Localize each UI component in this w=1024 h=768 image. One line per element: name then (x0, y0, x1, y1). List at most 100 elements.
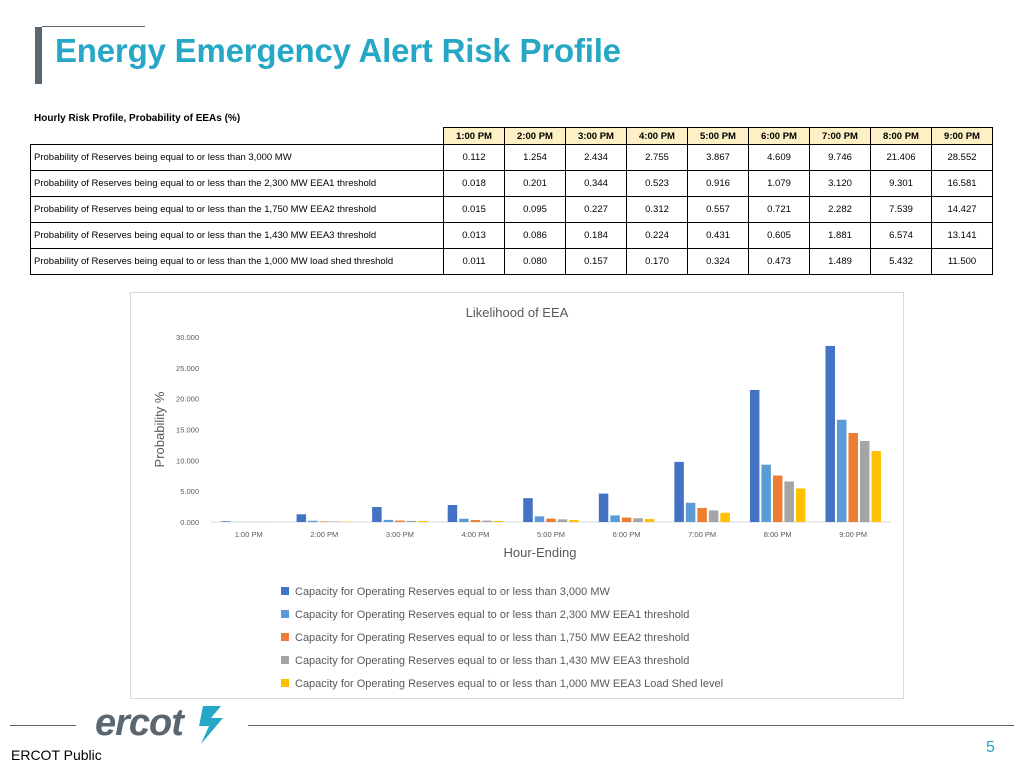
y-axis-label: Probability % (152, 391, 167, 467)
x-tick-label: 2:00 PM (310, 530, 338, 539)
footer-rule-left (10, 725, 76, 726)
table-cell: 0.157 (565, 248, 627, 275)
bar-series-2 (836, 419, 847, 522)
table-header-row: 1:00 PM 2:00 PM 3:00 PM 4:00 PM 5:00 PM … (31, 127, 993, 145)
legend-label: Capacity for Operating Reserves equal to… (295, 655, 689, 667)
table-cell: 3.120 (809, 170, 871, 197)
bar-series-4 (482, 520, 492, 522)
bar-series-1 (523, 498, 533, 522)
bar-series-5 (871, 451, 881, 522)
table-cell: 0.557 (687, 196, 749, 223)
table-cell: 6.574 (870, 222, 932, 249)
legend-label: Capacity for Operating Reserves equal to… (295, 609, 689, 621)
legend-swatch (281, 679, 289, 687)
bar-series-3 (395, 520, 405, 522)
bar-series-3 (621, 517, 632, 522)
y-tick-label: 5.000 (180, 487, 199, 496)
table-cell: 13.141 (931, 222, 993, 249)
table-cell: 0.018 (443, 170, 505, 197)
bar-series-1 (749, 389, 760, 522)
table-cell: 1.881 (809, 222, 871, 249)
title-accent-bar (35, 27, 42, 84)
legend-swatch (281, 656, 289, 664)
y-tick-label: 15.000 (176, 426, 199, 435)
logo-wordmark: ercot (95, 702, 185, 744)
x-axis-label: Hour-Ending (504, 545, 577, 560)
chart-svg: Likelihood of EEA 0.000 5.000 10.000 15.000 2… (152, 305, 891, 690)
table-cell: 9.301 (870, 170, 932, 197)
title-top-rule (42, 26, 145, 27)
table-cell: 0.224 (626, 222, 688, 249)
legend-label: Capacity for Operating Reserves equal to… (295, 586, 610, 598)
chart-title: Likelihood of EEA (466, 305, 569, 320)
table-corner-cell (31, 128, 444, 145)
table-cell: 28.552 (931, 144, 993, 171)
legend-swatch (281, 610, 289, 618)
table-cell: 0.086 (504, 222, 566, 249)
table-cell: 16.581 (931, 170, 993, 197)
table-cell: 0.523 (626, 170, 688, 197)
table-cell: 0.015 (443, 196, 505, 223)
bar-series-5 (493, 520, 504, 522)
bar-series-2 (534, 516, 545, 522)
table-cell: 2.755 (626, 144, 688, 171)
column-header: 9:00 PM (931, 127, 993, 145)
table-cell: 0.095 (504, 196, 566, 223)
bar-series-4 (331, 521, 341, 522)
table-cell: 1.079 (748, 170, 810, 197)
table-cell: 0.324 (687, 248, 749, 275)
table-cell: 11.500 (931, 248, 993, 275)
table-cell: 0.916 (687, 170, 749, 197)
bar-series-2 (459, 518, 469, 522)
y-tick-label: 25.000 (176, 364, 199, 373)
logo-bolt-icon (199, 706, 223, 744)
table-cell: 2.434 (565, 144, 627, 171)
bar-series-4 (633, 518, 643, 522)
table-cell: 0.721 (748, 196, 810, 223)
y-tick-label: 10.000 (176, 456, 199, 465)
table-row: Probability of Reserves being equal to o… (30, 144, 993, 171)
table-cell: 0.312 (626, 196, 688, 223)
table-cell: 1.489 (809, 248, 871, 275)
legend-swatch (281, 633, 289, 641)
bar-series-2 (308, 520, 318, 522)
table-cell: 5.432 (870, 248, 932, 275)
table-cell: 0.227 (565, 196, 627, 223)
bar-series-4 (406, 520, 417, 522)
footer-rule-right (248, 725, 1014, 726)
bar-series-4 (859, 440, 870, 522)
bar-series-4 (557, 519, 568, 522)
table-cell: 7.539 (870, 196, 932, 223)
bar-series-2 (685, 502, 696, 522)
table-cell: 9.746 (809, 144, 871, 171)
table-cell: 0.013 (443, 222, 505, 249)
bar-series-1 (674, 461, 684, 522)
bar-series-5 (795, 488, 806, 522)
bar-series-3 (772, 475, 783, 522)
table-cell: 0.112 (443, 144, 505, 171)
bar-series-1 (296, 514, 307, 522)
bar-series-3 (697, 507, 707, 522)
x-tick-label: 5:00 PM (537, 530, 565, 539)
row-label: Probability of Reserves being equal to o… (30, 248, 444, 275)
x-tick-label: 9:00 PM (839, 530, 867, 539)
table-cell: 3.867 (687, 144, 749, 171)
bar-series-2 (761, 464, 771, 522)
table-cell: 4.609 (748, 144, 810, 171)
table-row: Probability of Reserves being equal to o… (30, 196, 993, 223)
column-header: 1:00 PM (443, 127, 505, 145)
bar-series-3 (470, 520, 481, 522)
row-label: Probability of Reserves being equal to o… (30, 170, 444, 197)
table-heading: Hourly Risk Profile, Probability of EEAs… (34, 113, 241, 124)
bar-series-5 (569, 520, 579, 522)
table-cell: 2.282 (809, 196, 871, 223)
table-cell: 0.473 (748, 248, 810, 275)
row-label: Probability of Reserves being equal to o… (30, 196, 444, 223)
column-header: 4:00 PM (626, 127, 688, 145)
y-tick-label: 30.000 (176, 333, 199, 342)
bar-series-1 (598, 493, 609, 522)
bar-series-3 (319, 521, 330, 522)
legend-label: Capacity for Operating Reserves equal to… (295, 678, 723, 690)
bar-series-2 (610, 515, 620, 522)
column-header: 8:00 PM (870, 127, 932, 145)
